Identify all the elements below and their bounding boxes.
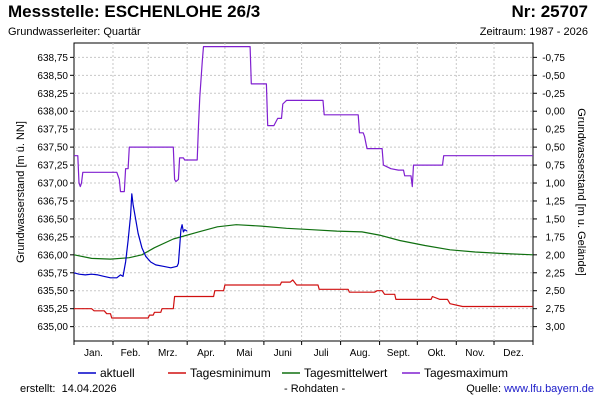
x-tick-label: Mai	[236, 348, 252, 359]
legend-label-aktuell: aktuell	[100, 366, 135, 380]
y-tick-label: 636,25	[37, 232, 68, 243]
y-right-tick-label: -0,25	[542, 89, 565, 100]
y-right-axis-label: Grundwasserstand [m u. Gelände]	[575, 108, 587, 276]
source-label: Quelle:	[466, 383, 502, 395]
y-tick-label: 638,75	[37, 53, 68, 64]
legend-label-maximum: Tagesmaximum	[424, 366, 508, 380]
period-label: Zeitraum: 1987 - 2026	[479, 26, 588, 38]
series-line-aktuell	[73, 193, 188, 279]
x-tick-label: Sept.	[387, 348, 410, 359]
x-tick-label: Feb.	[121, 348, 141, 359]
y-axis-label: Grundwasserstand [m ü. NN]	[15, 121, 27, 263]
y-tick-label: 636,50	[37, 214, 68, 225]
y-right-tick-label: 1,25	[546, 196, 566, 207]
series-line-maximum	[74, 46, 533, 193]
y-tick-label: 638,00	[37, 107, 68, 118]
station-number: Nr: 25707	[511, 2, 588, 21]
page-title: Messstelle: ESCHENLOHE 26/3	[8, 2, 261, 21]
y-tick-label: 637,25	[37, 161, 68, 172]
x-tick-label: Jan.	[84, 348, 103, 359]
y-right-tick-label: 3,00	[546, 322, 566, 333]
raw-data-note: - Rohdaten -	[284, 383, 346, 395]
y-right-tick-label: 0,75	[546, 161, 566, 172]
x-tick-label: Juli	[314, 348, 329, 359]
y-tick-label: 638,25	[37, 89, 68, 100]
y-right-tick-label: 1,75	[546, 232, 566, 243]
y-tick-label: 635,25	[37, 304, 68, 315]
y-tick-label: 636,00	[37, 250, 68, 261]
y-tick-label: 636,75	[37, 196, 68, 207]
y-right-tick-label: 2,75	[546, 304, 566, 315]
x-tick-label: Mrz.	[158, 348, 177, 359]
x-tick-label: Okt.	[428, 348, 446, 359]
y-right-tick-label: 0,00	[546, 107, 566, 118]
x-tick-label: Apr.	[197, 348, 215, 359]
created-label: erstellt:	[20, 383, 56, 395]
y-tick-label: 637,00	[37, 179, 68, 190]
plot-area	[73, 42, 534, 342]
y-tick-label: 635,50	[37, 286, 68, 297]
created-date: erstellt: 14.04.2026	[20, 383, 117, 395]
series-line-minimum	[74, 279, 533, 319]
y-right-tick-label: -0,75	[542, 53, 565, 64]
x-tick-label: Nov.	[465, 348, 485, 359]
y-tick-label: 635,00	[37, 322, 68, 333]
y-right-tick-label: 2,50	[546, 286, 566, 297]
y-tick-label: 637,50	[37, 143, 68, 154]
created-date-value: 14.04.2026	[61, 383, 117, 395]
source: Quelle: www.lfu.bayern.de	[466, 383, 594, 395]
y-right-tick-label: 0,25	[546, 125, 566, 136]
series-line-mittel	[73, 224, 534, 260]
y-right-tick-label: -0,50	[542, 71, 565, 82]
y-tick-label: 638,50	[37, 71, 68, 82]
x-tick-label: Juni	[274, 348, 292, 359]
y-tick-label: 637,75	[37, 125, 68, 136]
y-right-tick-label: 1,00	[546, 179, 566, 190]
legend-label-mittel: Tagesmittelwert	[304, 366, 388, 380]
y-right-tick-label: 2,00	[546, 250, 566, 261]
x-tick-label: Dez.	[503, 348, 524, 359]
y-right-tick-label: 0,50	[546, 143, 566, 154]
y-tick-label: 635,75	[37, 268, 68, 279]
y-right-tick-label: 1,50	[546, 214, 566, 225]
legend-label-minimum: Tagesminimum	[190, 366, 271, 380]
y-right-tick-label: 2,25	[546, 268, 566, 279]
x-tick-label: Aug.	[350, 348, 371, 359]
source-link[interactable]: www.lfu.bayern.de	[504, 383, 594, 395]
aquifer-label: Grundwasserleiter: Quartär	[8, 26, 141, 38]
